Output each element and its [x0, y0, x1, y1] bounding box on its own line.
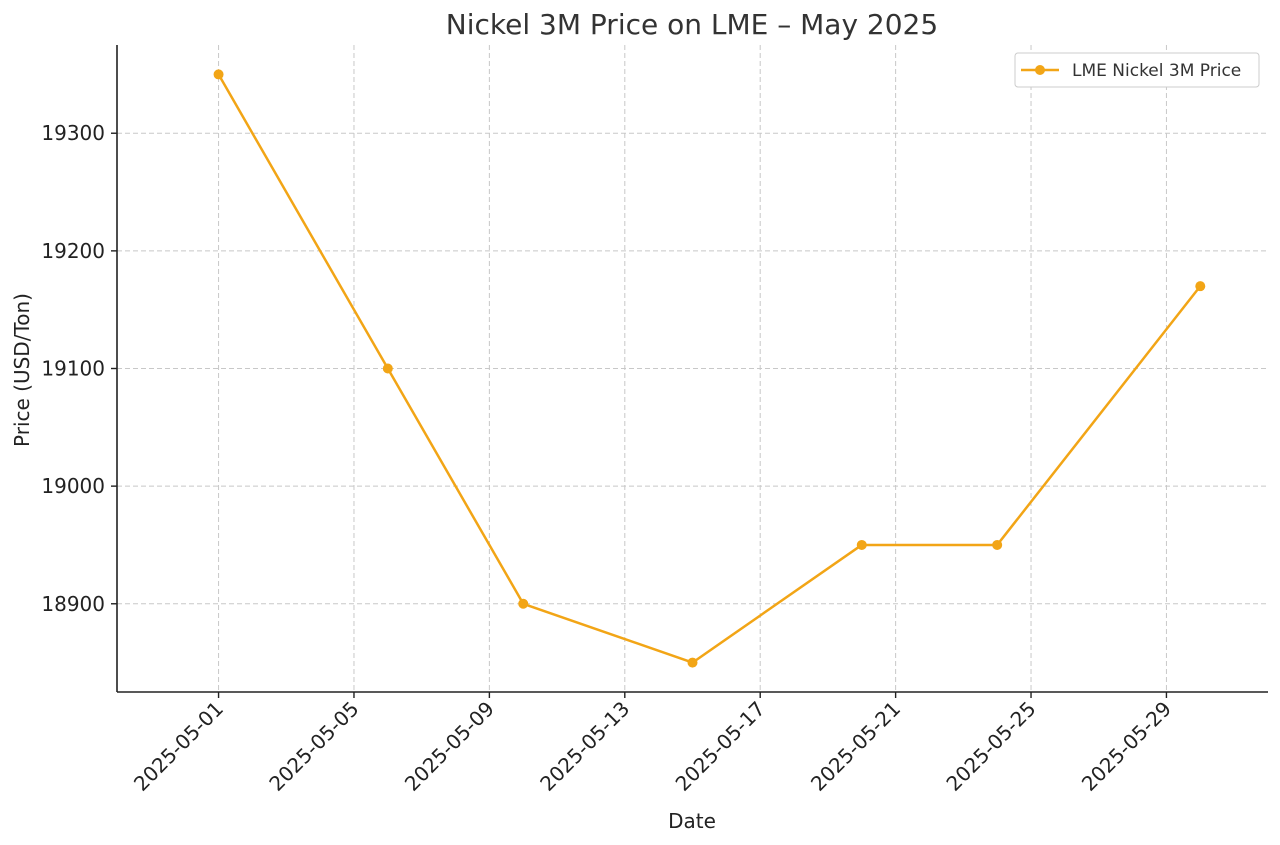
data-point	[518, 598, 529, 609]
x-tick-label: 2025-05-29	[1077, 697, 1176, 796]
y-tick-label: 18900	[41, 592, 105, 616]
x-tick-label: 2025-05-05	[264, 697, 363, 796]
data-point	[992, 539, 1003, 550]
y-tick-label: 19000	[41, 474, 105, 498]
data-point	[856, 539, 867, 550]
data-point	[1195, 281, 1206, 292]
grid	[117, 45, 1268, 692]
x-tick-label: 2025-05-21	[806, 697, 905, 796]
x-axis-label: Date	[668, 809, 716, 833]
x-tick-label: 2025-05-09	[400, 697, 499, 796]
axes	[111, 45, 1268, 698]
data-point	[382, 363, 393, 374]
legend: LME Nickel 3M Price	[1014, 52, 1260, 88]
y-axis-label: Price (USD/Ton)	[10, 293, 34, 447]
x-tick-label: 2025-05-25	[941, 697, 1040, 796]
x-tick-label: 2025-05-01	[129, 697, 228, 796]
data-point	[213, 69, 224, 80]
y-tick-label: 19100	[41, 357, 105, 381]
tick-labels: 2025-05-01 2025-05-05 2025-05-09 2025-05-13…	[41, 121, 1176, 795]
legend-label: LME Nickel 3M Price	[1072, 61, 1241, 81]
legend-marker-icon	[1035, 65, 1045, 75]
y-tick-label: 19300	[41, 121, 105, 145]
data-point	[687, 657, 698, 668]
series-layer	[213, 69, 1206, 668]
x-tick-label: 2025-05-17	[671, 697, 770, 796]
y-tick-label: 19200	[41, 239, 105, 263]
x-tick-label: 2025-05-13	[535, 697, 634, 796]
chart-title: Nickel 3M Price on LME – May 2025	[446, 8, 938, 41]
legend-box	[1014, 52, 1260, 88]
